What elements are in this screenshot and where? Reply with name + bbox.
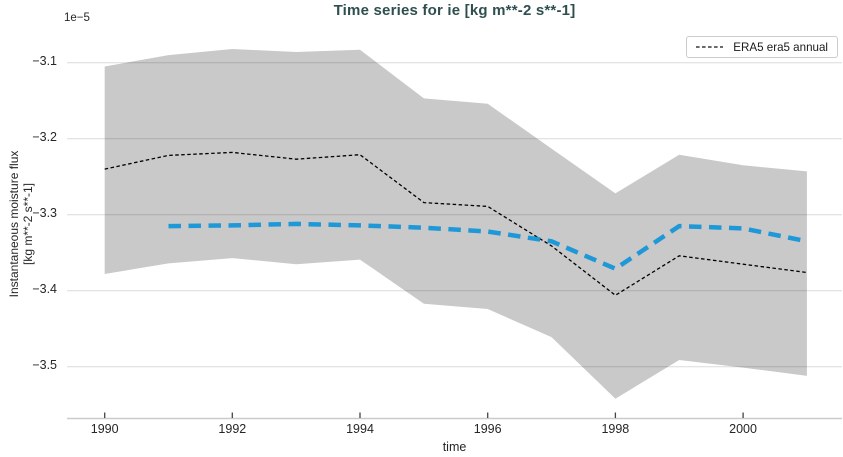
y-axis-offset-label: 1e−5 (64, 12, 90, 24)
y-axis-label-line1: Instantaneous moisture flux (7, 150, 21, 298)
y-tick-label: −3.4 (32, 282, 57, 297)
x-tick-label: 1994 (346, 422, 374, 436)
y-tick-label: −3.2 (32, 130, 57, 145)
chart-title: Time series for ie [kg m**-2 s**-1] (333, 2, 576, 19)
y-tick-label: −3.5 (32, 358, 57, 373)
era5-uncertainty-band (104, 49, 807, 399)
x-tick-label: 2000 (729, 422, 757, 436)
legend-dashed-line-swatch (696, 46, 724, 48)
series-era5-annual (104, 151, 807, 297)
series-blue-dashed (168, 221, 808, 272)
y-tick-label: −3.3 (32, 206, 57, 221)
legend-entry-label: ERA5 era5 annual (733, 40, 828, 54)
x-tick-label: 1992 (218, 422, 247, 436)
y-tick-label: −3.1 (32, 54, 57, 69)
x-tick-label: 1996 (473, 422, 502, 436)
x-tick-label: 1998 (601, 422, 630, 436)
legend: ERA5 era5 annual (686, 36, 838, 58)
x-tick-label: 1990 (90, 422, 119, 436)
x-axis-label: time (442, 440, 467, 454)
y-axis-label-line2: [kg m**-2 s**-1] (21, 182, 35, 266)
y-axis-label: Instantaneous moisture flux [kg m**-2 s*… (7, 151, 35, 298)
